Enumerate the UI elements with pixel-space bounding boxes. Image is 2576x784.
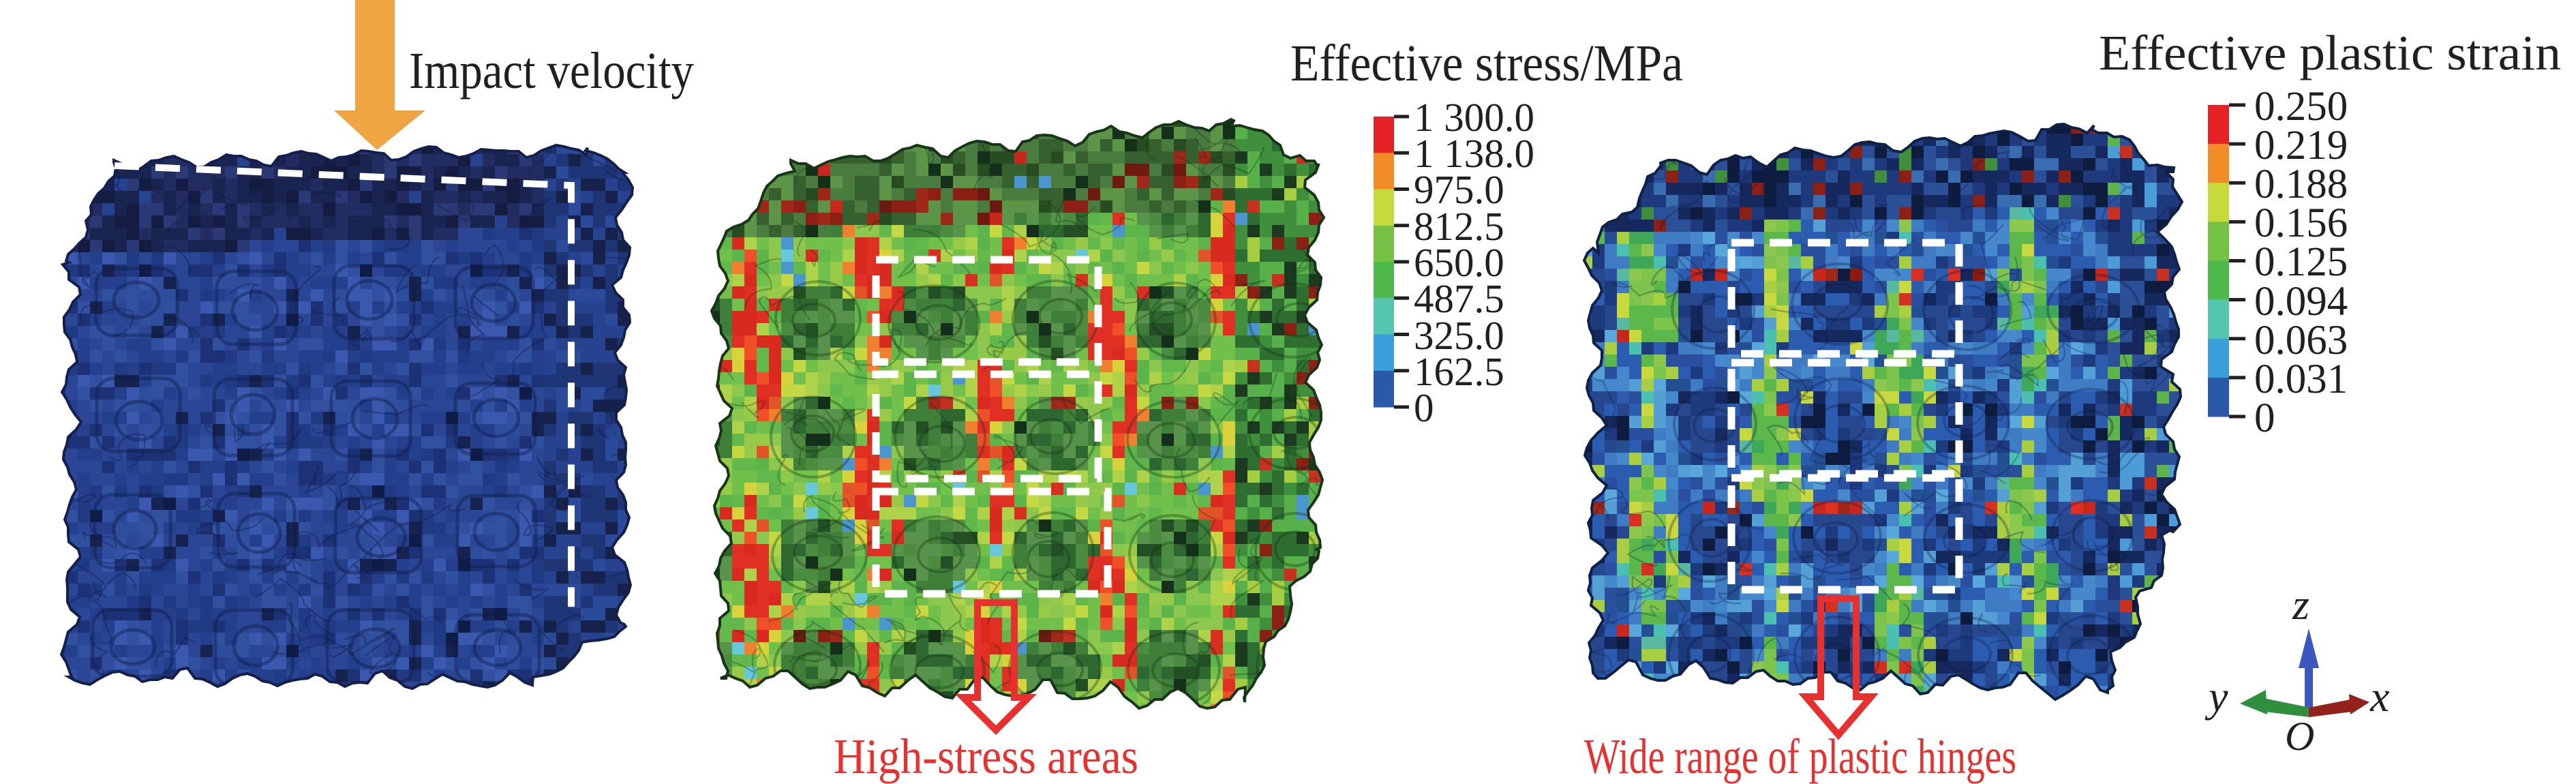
svg-text:0.063: 0.063 <box>2254 318 2348 363</box>
svg-text:162.5: 162.5 <box>1414 349 1504 394</box>
svg-text:0.031: 0.031 <box>2254 357 2348 402</box>
svg-text:0.188: 0.188 <box>2254 162 2348 207</box>
svg-text:325.0: 325.0 <box>1414 313 1504 358</box>
svg-text:0.219: 0.219 <box>2254 123 2348 168</box>
svg-text:487.5: 487.5 <box>1414 276 1504 321</box>
svg-text:Effective stress/MPa: Effective stress/MPa <box>1290 35 1683 92</box>
svg-text:z: z <box>2292 580 2309 629</box>
svg-text:1 300.0: 1 300.0 <box>1414 95 1534 140</box>
svg-text:0.156: 0.156 <box>2254 200 2348 246</box>
svg-text:0.125: 0.125 <box>2254 239 2348 285</box>
svg-text:1 138.0: 1 138.0 <box>1414 131 1534 176</box>
svg-text:812.5: 812.5 <box>1414 204 1504 249</box>
svg-text:Effective plastic strain: Effective plastic strain <box>2099 25 2561 80</box>
svg-text:High-stress areas: High-stress areas <box>834 729 1138 784</box>
svg-text:0.094: 0.094 <box>2254 279 2348 325</box>
svg-text:y: y <box>2204 672 2228 721</box>
svg-text:0: 0 <box>2254 395 2275 441</box>
svg-text:0.250: 0.250 <box>2254 84 2348 130</box>
svg-text:Wide range of plastic hinges: Wide range of plastic hinges <box>1584 729 2016 784</box>
svg-text:Impact velocity: Impact velocity <box>409 42 694 100</box>
svg-text:x: x <box>2369 672 2389 721</box>
svg-text:O: O <box>2285 714 2314 759</box>
svg-text:975.0: 975.0 <box>1414 167 1504 212</box>
svg-text:0: 0 <box>1414 385 1434 430</box>
svg-text:650.0: 650.0 <box>1414 240 1504 285</box>
